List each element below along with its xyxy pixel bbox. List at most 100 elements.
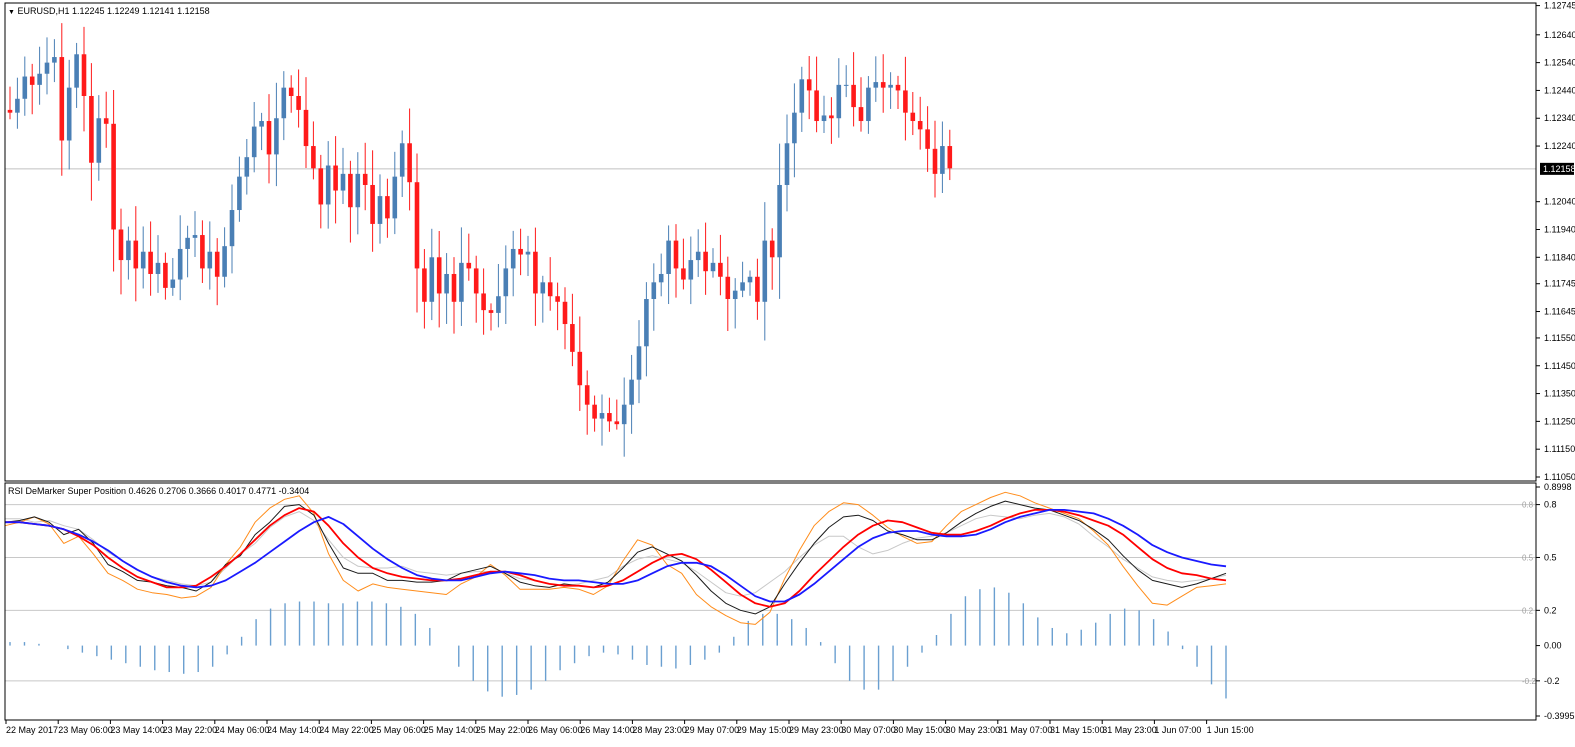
candle <box>636 320 642 404</box>
price-axis-label: 1.12745 <box>1544 1 1575 11</box>
candle-body <box>466 262 472 269</box>
candle <box>769 228 775 290</box>
candle-body <box>533 251 538 294</box>
candle-body <box>177 248 183 280</box>
candle-body <box>755 276 760 302</box>
candle-body <box>444 273 449 294</box>
candle-body <box>170 279 176 288</box>
candle-body <box>903 90 908 113</box>
candle <box>22 56 28 116</box>
candle-body <box>940 146 945 174</box>
current-price-badge <box>1540 162 1574 175</box>
candle <box>932 120 938 198</box>
candle <box>466 233 472 281</box>
candle-body <box>599 413 605 419</box>
candle-body <box>681 268 686 280</box>
candle-body <box>562 301 568 325</box>
candle-body <box>496 296 501 313</box>
candle-body <box>429 257 435 302</box>
candle <box>792 83 797 178</box>
candle <box>274 82 279 187</box>
candle-body <box>414 182 420 269</box>
candle-body <box>658 273 664 283</box>
candle-body <box>843 84 849 86</box>
candle-body <box>473 268 479 294</box>
indicator-level-label: 0.5 <box>1522 553 1534 562</box>
candle-body <box>769 240 775 258</box>
price-axis-label: 1.11745 <box>1544 279 1575 289</box>
candle-body <box>577 351 583 386</box>
candle <box>547 257 553 311</box>
candle-body <box>74 54 79 88</box>
candle <box>15 77 20 129</box>
candle-body <box>7 109 13 113</box>
candle <box>658 253 664 297</box>
candle <box>214 238 220 306</box>
price-axis-label: 1.12440 <box>1544 85 1575 95</box>
candle <box>111 89 116 272</box>
indicator-axis-label: 0.00 <box>1544 641 1562 651</box>
time-axis-label: 25 May 22:00 <box>476 725 531 735</box>
candle-body <box>592 404 597 419</box>
candle-body <box>703 251 708 272</box>
candle-body <box>629 379 634 405</box>
candle-body <box>259 121 264 127</box>
candle <box>192 211 198 257</box>
time-axis-label: 24 May 14:00 <box>267 725 322 735</box>
candle-body <box>303 109 309 147</box>
candle-body <box>851 84 856 108</box>
time-axis-label: 31 May 15:00 <box>1050 725 1105 735</box>
candle-body <box>52 57 57 63</box>
candle <box>703 222 708 295</box>
candle <box>821 95 827 134</box>
candle-body <box>806 79 812 91</box>
candle <box>488 303 494 331</box>
candle-body <box>214 251 220 277</box>
candle-body <box>880 82 886 88</box>
candle <box>237 156 242 222</box>
candle-body <box>636 346 642 380</box>
candle-body <box>732 290 738 300</box>
candle-body <box>644 299 649 347</box>
candle <box>170 257 176 296</box>
candle <box>895 75 901 109</box>
indicator-series-line <box>5 511 1227 597</box>
current-price-text: 1.12158 <box>1543 164 1575 174</box>
candle <box>66 59 72 170</box>
candle <box>540 275 546 323</box>
price-axis-label: 1.11550 <box>1544 333 1575 343</box>
price-axis-label: 1.11645 <box>1544 307 1575 317</box>
candle-body <box>333 165 338 191</box>
candle <box>288 75 294 113</box>
candle-body <box>311 146 316 169</box>
price-axis-label: 1.11450 <box>1544 361 1575 371</box>
candle <box>325 141 331 229</box>
candle <box>96 95 102 181</box>
candle-body <box>740 282 745 291</box>
candle <box>858 77 864 132</box>
candle <box>259 112 264 151</box>
indicator-axis-label: -0.2 <box>1544 676 1560 686</box>
indicator-panel-frame <box>4 482 1537 721</box>
candle-body <box>325 165 331 205</box>
candle <box>148 221 153 296</box>
price-axis-label: 1.11250 <box>1544 416 1575 426</box>
indicator-header-text: RSI DeMarker Super Position 0.4626 0.270… <box>8 486 310 496</box>
indicator-series-line <box>4 500 1227 615</box>
time-axis-label: 28 May 23:00 <box>632 725 687 735</box>
price-axis-label: 1.11940 <box>1544 224 1575 234</box>
candle-body <box>118 229 124 261</box>
dropdown-triangle-icon[interactable]: ▼ <box>8 9 15 16</box>
candle <box>377 174 383 244</box>
price-axis-label: 1.12240 <box>1544 141 1575 151</box>
candle <box>422 249 427 329</box>
main-panel-frame <box>4 2 1537 482</box>
candle-body <box>244 157 250 177</box>
candle-body <box>481 293 486 311</box>
candle <box>392 151 398 235</box>
time-axis-label: 31 May 23:00 <box>1102 725 1157 735</box>
candle-body <box>525 251 531 255</box>
candle <box>244 138 250 195</box>
